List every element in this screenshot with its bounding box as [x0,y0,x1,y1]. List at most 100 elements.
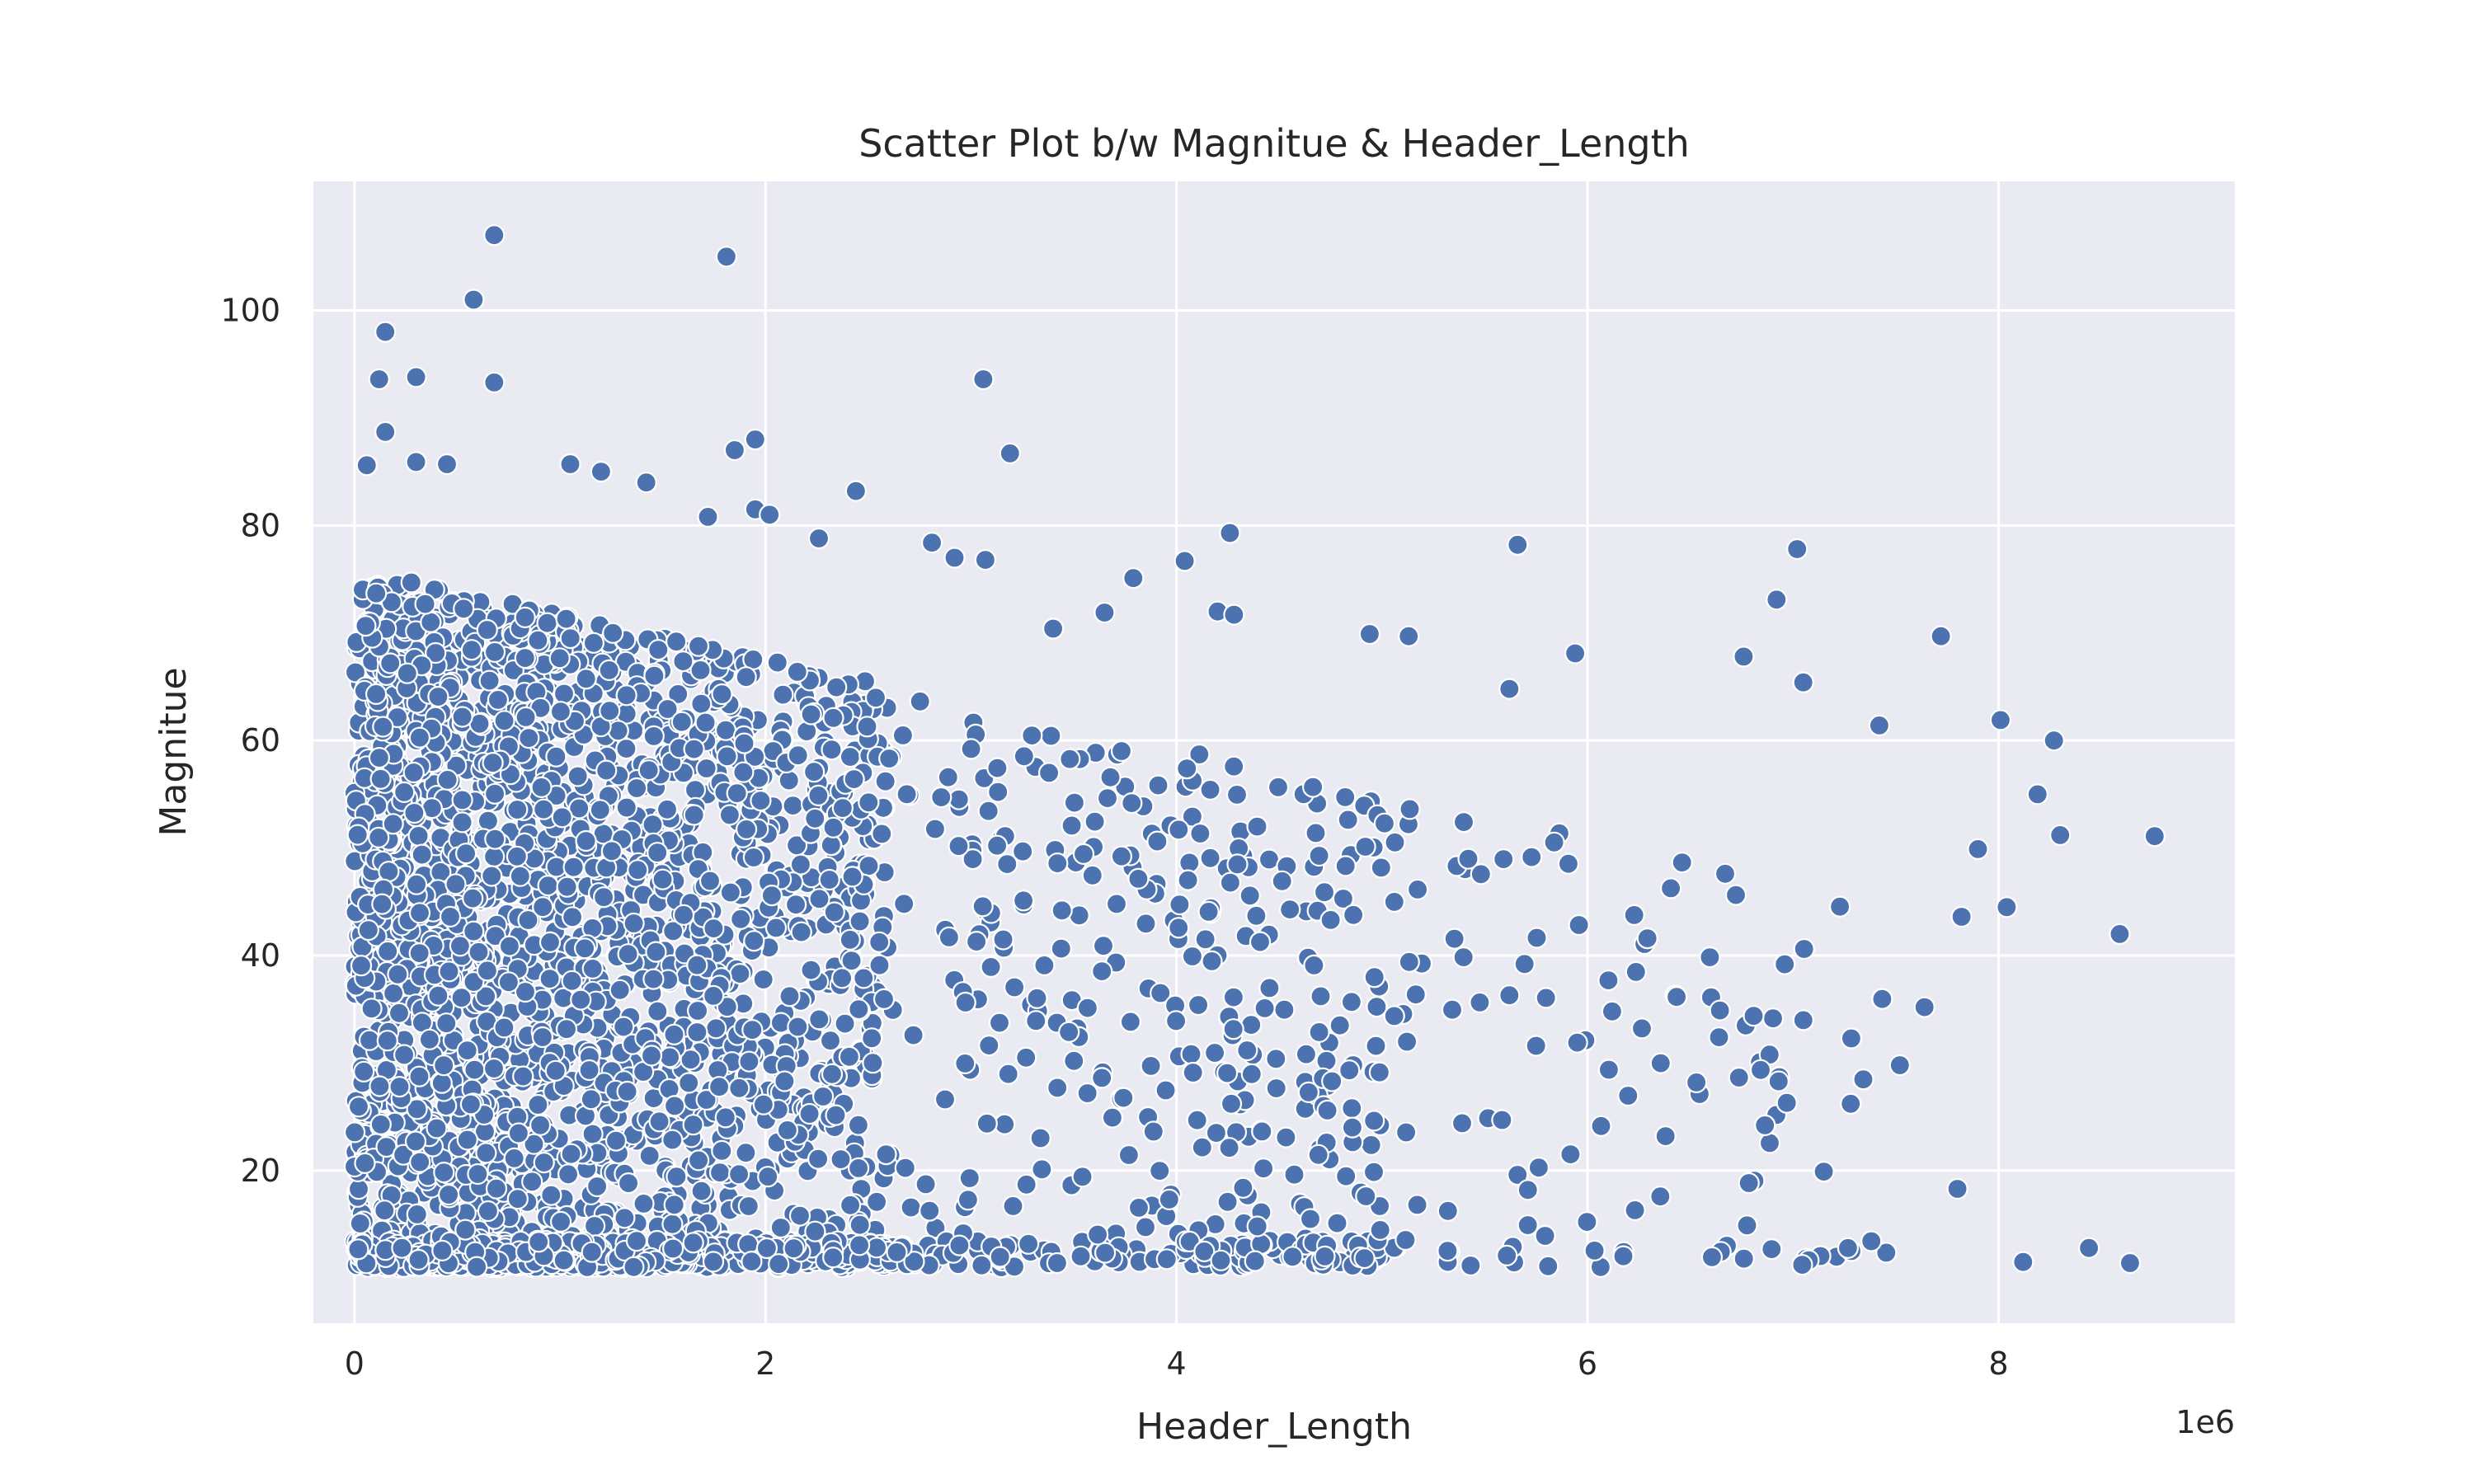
data-point [1169,893,1191,916]
data-point [1498,984,1521,1007]
data-point [1101,1106,1124,1129]
data-point [1180,1043,1202,1065]
data-point [497,971,520,993]
data-point [1216,1190,1239,1213]
data-point [406,1098,428,1120]
data-point [1146,830,1169,852]
data-point [1813,1160,1835,1183]
data-point [1340,991,1363,1013]
data-point [598,659,620,682]
data-point [800,703,822,726]
data-point [996,852,1018,876]
data-point [744,428,766,451]
data-point [642,725,665,748]
data-point [1305,822,1327,844]
y-tick-label: 80 [241,507,280,543]
data-point [1526,927,1548,949]
data-point [1699,946,1721,969]
data-point [647,1000,669,1022]
data-point [864,687,887,709]
data-point [642,814,664,836]
y-tick-label: 20 [241,1153,280,1189]
data-point [414,593,436,615]
data-point [698,870,722,892]
data-point [937,766,959,788]
data-point [2109,923,2131,946]
data-point [449,935,472,957]
data-point [1441,998,1464,1021]
data-point [891,724,915,747]
data-point [978,1034,1000,1057]
data-point [595,759,618,782]
data-point [474,985,497,1007]
data-point [807,784,830,807]
x-tick-label: 4 [1167,1345,1187,1382]
data-point [808,888,830,910]
data-point [614,1207,636,1229]
data-point [1025,1010,1047,1032]
data-point [972,368,995,391]
data-point [774,1070,796,1092]
data-point [1178,1230,1201,1253]
data-point [600,840,623,862]
data-point [711,1139,733,1162]
data-point [1398,951,1420,973]
data-point [651,868,674,890]
data-point [750,789,772,812]
data-point [425,641,447,665]
data-point [1314,1245,1336,1268]
data-point [875,1143,897,1166]
data-point [1557,852,1580,875]
data-point [378,860,400,883]
data-point [2043,730,2065,752]
data-point [821,1063,844,1085]
data-point [1860,1230,1883,1252]
data-point [391,1237,413,1259]
data-point [1624,1199,1646,1222]
data-point [874,770,896,792]
data-point [1793,937,1815,960]
data-point [871,823,893,845]
data-point [1406,878,1429,901]
data-point [1203,1041,1226,1064]
data-point [1319,909,1342,932]
data-point [1155,1248,1178,1270]
data-point [957,1189,980,1211]
data-point [507,1122,530,1144]
data-point [396,662,418,684]
data-point [409,1151,431,1173]
data-point [1395,1031,1418,1053]
data-point [830,1148,852,1171]
data-point [772,683,794,706]
data-point [1338,1059,1361,1082]
data-point [1649,1052,1672,1074]
data-point [453,598,475,620]
data-point [663,1095,686,1117]
data-point [433,1161,455,1184]
data-point [1301,776,1324,798]
data-point [589,799,611,821]
data-point [355,614,377,637]
data-point [1888,1054,1911,1077]
data-point [1630,1017,1653,1040]
data-point [1406,1194,1428,1216]
data-point [853,967,875,989]
data-point [1946,1177,1968,1200]
data-point [1535,987,1557,1009]
data-point [382,813,404,835]
data-point [553,1249,575,1271]
data-point [1568,913,1590,937]
data-point [900,1196,922,1219]
data-point [1307,1144,1329,1166]
data-point [1099,766,1122,788]
data-point [702,1251,725,1273]
data-point [627,859,649,881]
data-point [1837,1237,1859,1259]
data-point [804,807,826,829]
data-point [930,786,952,809]
data-point [977,800,999,822]
data-point [719,881,742,904]
data-point [1091,1067,1113,1089]
data-point [1398,625,1420,647]
data-point [1360,1134,1382,1157]
